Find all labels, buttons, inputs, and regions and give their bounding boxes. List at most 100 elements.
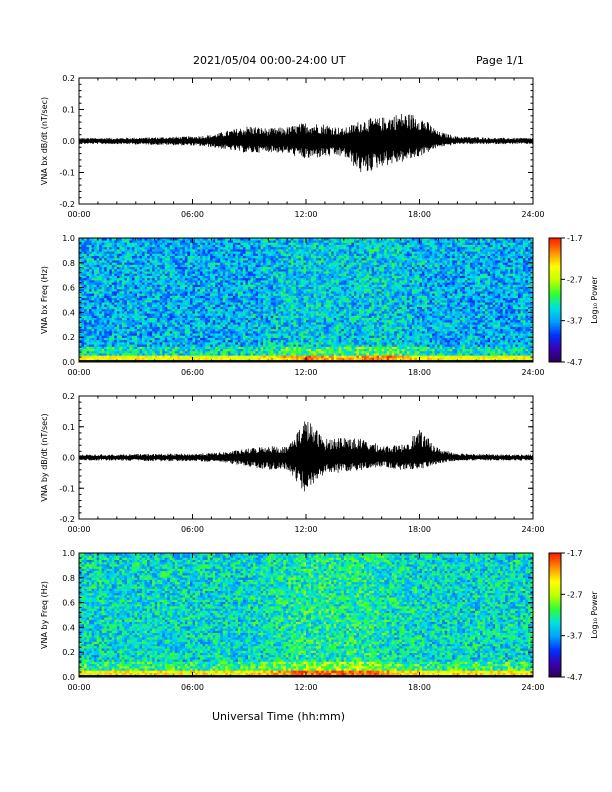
heatmap-cell [288,331,292,334]
heatmap-cell [137,293,140,296]
heatmap-cell [157,304,161,307]
heatmap-cell [215,249,219,252]
heatmap-cell [86,255,90,259]
heatmap-cell [258,293,261,296]
heatmap-cell [159,251,163,254]
heatmap-cell [230,311,234,314]
heatmap-cell [220,311,224,314]
heatmap-cell [217,315,221,319]
heatmap-cell [164,249,168,252]
heatmap-cell [139,262,143,265]
heatmap-cell [275,264,279,268]
heatmap-cell [162,348,166,352]
heatmap-cell [235,317,239,321]
heatmap-cell [159,275,163,279]
heatmap-cell [187,308,191,312]
heatmap-cell [152,304,155,307]
heatmap-cell [280,333,284,336]
heatmap-cell [116,300,120,303]
heatmap-cell [200,328,203,332]
heatmap-cell [86,251,90,254]
heatmap-cell [134,304,138,307]
heatmap-cell [225,335,229,338]
heatmap-cell [230,273,234,276]
heatmap-cell [217,353,221,356]
heatmap-cell [265,357,269,361]
heatmap-cell [237,335,241,338]
heatmap-cell [167,335,171,338]
heatmap-cell [278,300,282,303]
heatmap-cell [202,344,206,347]
heatmap-cell [278,273,282,276]
heatmap-cell [169,355,173,358]
heatmap-cell [162,339,166,343]
heatmap-cell [147,282,150,285]
heatmap-cell [293,357,297,361]
heatmap-cell [152,346,155,350]
heatmap-cell [189,260,193,263]
heatmap-cell [111,339,115,343]
heatmap-cell [192,297,196,301]
heatmap-cell [189,353,193,356]
heatmap-cell [121,317,125,321]
heatmap-cell [207,326,211,330]
heatmap-cell [275,255,279,259]
heatmap-cell [126,306,130,310]
heatmap-cell [99,315,102,319]
heatmap-cell [147,262,150,265]
heatmap-cell [189,291,193,294]
heatmap-cell [240,342,244,345]
heatmap-cell [124,238,128,241]
heatmap-cell [237,344,241,347]
heatmap-cell [202,342,206,345]
heatmap-cell [215,246,219,250]
heatmap-cell [295,277,299,281]
heatmap-cell [253,357,256,361]
heatmap-cell [202,260,206,263]
heatmap-cell [268,357,271,361]
heatmap-cell [182,244,186,248]
heatmap-cell [207,262,211,265]
heatmap-cell [129,284,133,288]
heatmap-cell [270,257,274,261]
heatmap-cell [202,337,206,341]
heatmap-cell [106,333,110,336]
heatmap-cell [149,293,153,296]
heatmap-cell [142,355,145,358]
heatmap-cell [217,255,221,259]
heatmap-cell [293,353,297,356]
heatmap-cell [245,319,249,323]
heatmap-cell [167,315,171,319]
heatmap-cell [205,288,208,292]
heatmap-cell [202,257,206,261]
heatmap-cell [169,337,173,341]
heatmap-cell [268,295,271,299]
heatmap-cell [131,313,135,316]
heatmap-cell [124,313,128,316]
heatmap-cell [250,322,254,325]
heatmap-cell [265,346,269,350]
heatmap-cell [177,308,181,312]
heatmap-cell [270,284,274,288]
heatmap-cell [247,322,251,325]
heatmap-cell [131,273,135,276]
heatmap-cell [283,295,287,299]
heatmap-cell [217,288,221,292]
heatmap-cell [197,344,201,347]
heatmap-cell [232,295,236,299]
heatmap-cell [212,326,216,330]
heatmap-cell [205,271,208,274]
heatmap-cell [200,322,203,325]
heatmap-cell [265,317,269,321]
heatmap-cell [255,348,259,352]
heatmap-cell [172,266,176,270]
heatmap-cell [109,291,113,294]
heatmap-cell [124,257,128,261]
heatmap-cell [195,324,198,327]
heatmap-cell [235,322,239,325]
heatmap-cell [189,339,193,343]
heatmap-cell [205,304,208,307]
heatmap-cell [152,264,155,268]
heatmap-cell [164,355,168,358]
heatmap-cell [164,326,168,330]
